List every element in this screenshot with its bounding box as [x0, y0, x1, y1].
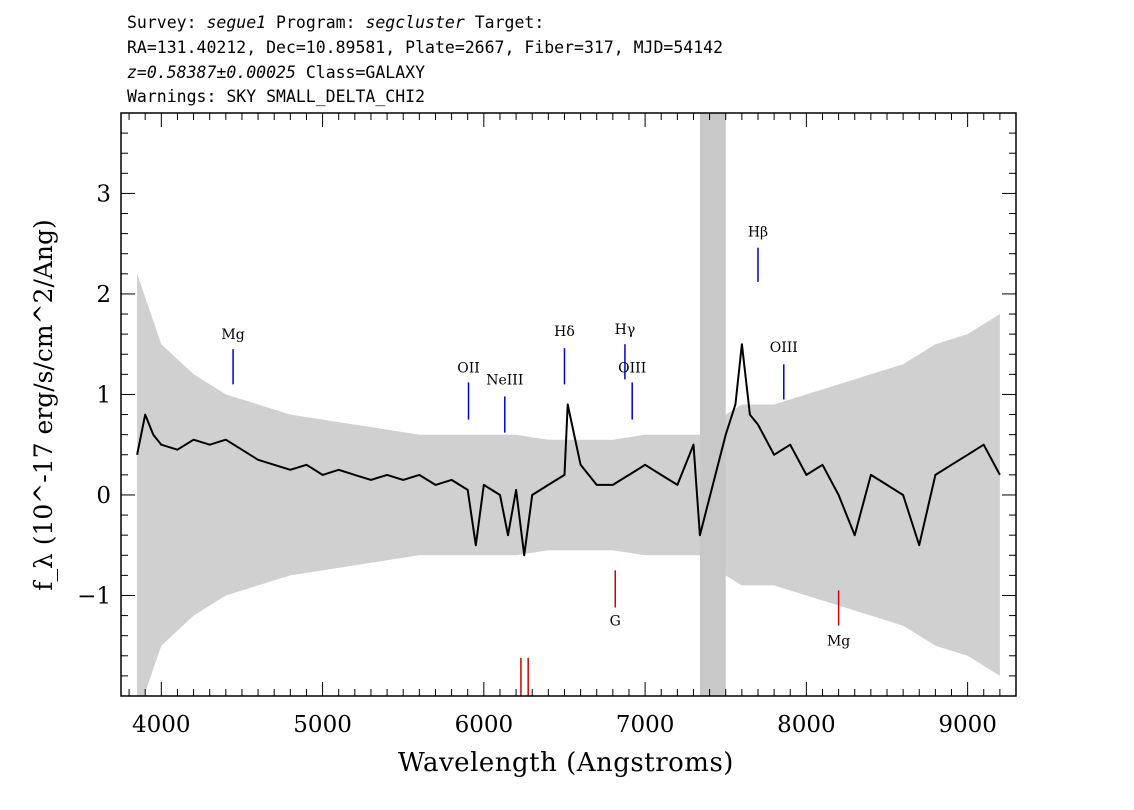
survey-label: Survey: — [127, 13, 207, 32]
survey-value: segue1 — [206, 13, 267, 32]
x-tick-label: 6000 — [455, 712, 514, 738]
x-tick-label: 8000 — [777, 712, 836, 738]
header-line-1: Survey: segue1 Program: segcluster Targe… — [127, 12, 544, 34]
y-tick-label: 1 — [96, 382, 111, 408]
masked-region — [699, 113, 726, 696]
program-label: Program: — [266, 13, 366, 32]
line-label: NeIII — [486, 372, 523, 388]
y-tick-label: 3 — [96, 181, 111, 207]
line-label: Mg — [827, 634, 850, 650]
header-line-2: RA=131.40212, Dec=10.89581, Plate=2667, … — [127, 38, 724, 57]
error-series — [137, 273, 1000, 696]
class-value: Class=GALAXY — [295, 63, 426, 82]
line-label: Mg — [221, 327, 244, 343]
x-axis-title: Wavelength (Angstroms) — [398, 748, 734, 778]
y-axis-title: f_λ (10^-17 erg/s/cm^2/Ang) — [29, 219, 58, 591]
plot-frame — [120, 112, 1017, 697]
line-label: OIII — [618, 360, 646, 376]
program-value: segcluster — [365, 13, 465, 32]
redshift-value: z=0.58387±0.00025 — [127, 63, 296, 82]
line-label: Hγ — [615, 322, 636, 338]
y-tick-label: 2 — [96, 282, 111, 308]
y-tick-label: 0 — [96, 483, 111, 509]
line-label: Hδ — [554, 324, 575, 340]
line-label: Hβ — [748, 225, 768, 241]
x-tick-label: 5000 — [293, 712, 352, 738]
header-line-4: Warnings: SKY SMALL_DELTA_CHI2 — [127, 87, 426, 106]
target-label: Target: — [464, 13, 545, 32]
line-label: G — [610, 614, 621, 630]
header-line-3: z=0.58387±0.00025 Class=GALAXY — [127, 62, 425, 84]
x-tick-label: 7000 — [616, 712, 675, 738]
x-tick-label: 9000 — [938, 712, 997, 738]
x-tick-label: 4000 — [132, 712, 191, 738]
line-label: OII — [457, 360, 480, 376]
line-label: OIII — [770, 340, 798, 356]
flux-series — [136, 343, 1001, 557]
y-tick-label: −1 — [77, 583, 111, 609]
